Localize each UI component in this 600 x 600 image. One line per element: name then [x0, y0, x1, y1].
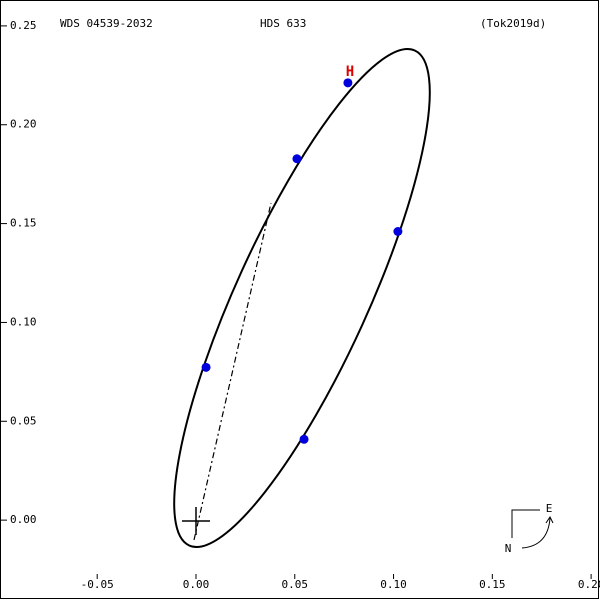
- y-tick-label: 0.20: [10, 118, 37, 131]
- compass-arrow: [521, 517, 551, 549]
- y-tick-label: 0.25: [10, 19, 37, 32]
- north-label: N: [505, 542, 512, 555]
- point: [343, 78, 353, 88]
- compass-arrowhead: [545, 516, 554, 524]
- point: [201, 362, 211, 372]
- y-tick-label: 0.00: [10, 513, 37, 526]
- y-tick-label: 0.10: [10, 315, 37, 328]
- reference-label: (Tok2019d): [480, 17, 546, 30]
- x-tick-label: -0.05: [81, 578, 114, 591]
- y-tick-label: 0.05: [10, 414, 37, 427]
- compass: [511, 509, 540, 538]
- wds-label: WDS 04539-2032: [60, 17, 153, 30]
- chart-title: HDS 633: [260, 17, 306, 30]
- x-tick-label: 0.10: [380, 578, 407, 591]
- x-tick-label: 0.20: [578, 578, 600, 591]
- point: [299, 434, 309, 444]
- x-tick-label: 0.00: [183, 578, 210, 591]
- orbit: [173, 47, 431, 549]
- y-tick-label: 0.15: [10, 217, 37, 230]
- x-tick-label: 0.05: [282, 578, 309, 591]
- x-tick-label: 0.15: [479, 578, 506, 591]
- periastron-label: H: [346, 64, 354, 80]
- point: [292, 154, 302, 164]
- point: [393, 226, 403, 236]
- line-of-nodes: [193, 202, 272, 541]
- east-label: E: [546, 502, 553, 515]
